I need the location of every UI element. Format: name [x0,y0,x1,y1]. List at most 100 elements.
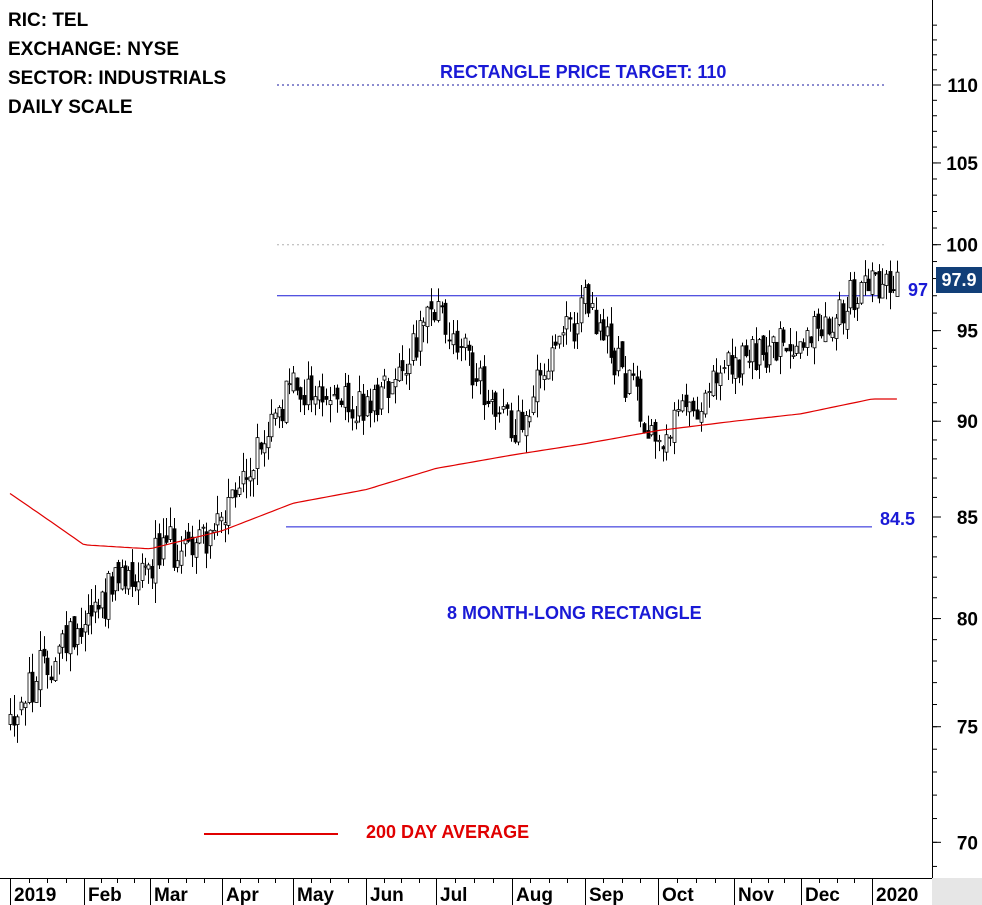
candle-body [676,409,681,412]
candle-body [546,370,551,380]
x-tick-label: Feb [88,885,122,905]
x-tick-label: May [297,885,334,905]
candle-body [335,387,340,400]
candle-body [714,372,719,384]
candle-body [365,396,370,417]
candle-body [859,282,864,304]
candle-body [324,396,329,400]
sector-label: SECTOR: INDUSTRIALS [8,68,227,89]
candle-body [771,336,776,343]
scale-label: DAILY SCALE [8,97,133,118]
candle-body [601,319,606,341]
candle-body [586,284,591,314]
candle-body [237,487,242,495]
candle-body [642,423,647,434]
candle-body [447,339,452,342]
candle-body [226,496,231,526]
candle-body [579,297,584,324]
candle-body [691,400,696,412]
x-tick-label: 2020 [876,885,918,905]
candle-body [880,283,885,299]
candle-body [49,676,54,681]
exchange-label: EXCHANGE: NYSE [8,39,180,60]
candle-body [623,373,628,398]
candle-body [870,270,875,295]
y-tick-label: 110 [947,76,978,97]
y-tick-label: 105 [946,154,978,175]
candle-body [53,661,58,681]
candle-body [568,317,573,320]
candle-body [255,437,260,469]
candle-body [784,347,789,352]
candle-body [248,476,253,482]
candle-body [520,411,525,431]
candle-body [96,604,101,610]
candle-body [175,560,180,568]
candle-body [470,352,475,386]
candle-body [733,357,738,379]
candle-body [262,443,267,454]
candle-body [863,275,868,283]
candle-body [425,306,430,328]
axis-corner [932,878,982,905]
candle-body [761,335,766,355]
candle-body [730,355,735,375]
candle-body [68,621,73,655]
candle-body [513,434,518,443]
candle-body [834,317,839,339]
candle-body [164,535,169,543]
candle-body [781,329,786,343]
candle-body [123,565,128,587]
rectangle-label: 8 MONTH-LONG RECTANGLE [447,603,702,623]
support-label: 84.5 [880,509,916,529]
candle-body [805,330,810,348]
ma200-line [9,398,897,550]
candle-body [306,378,311,406]
candle-body [744,345,749,357]
candle-body [778,328,783,357]
candle-body [194,542,199,558]
candle-body [429,301,434,310]
candle-body [89,605,94,617]
candle-body [186,531,191,542]
candle-body [501,406,506,410]
candle-body [390,382,395,395]
y-axis-panel [932,0,982,905]
candle-body [15,716,20,726]
candle-body [794,345,799,354]
candle-body [172,528,177,568]
candle-body [726,352,731,366]
candle-body [631,373,636,376]
candle-body [38,650,43,691]
candle-body [609,323,614,358]
candle-body [767,345,772,366]
candle-body [201,526,206,529]
candle-body [140,562,145,581]
x-tick-label: Nov [738,885,774,905]
candle-body [386,381,391,398]
candle-body [661,446,666,450]
candle-body [269,413,274,438]
candle-body [372,389,377,412]
candle-body [64,625,69,654]
candle-body [550,347,555,372]
candle-body [819,329,824,337]
candle-body [190,536,195,556]
ma-legend-label: 200 DAY AVERAGE [366,822,530,842]
x-tick-label: Dec [805,885,840,905]
candle-body [291,372,296,392]
candle-body [432,312,437,321]
candle-body [823,316,828,343]
candle-body [375,384,380,416]
candle-body [110,576,115,595]
candle-body [684,394,689,408]
candle-body [888,271,893,293]
candle-body [45,657,50,676]
last-price-badge: 97.9 [936,267,982,293]
candle-body [866,278,871,292]
candle-body [612,350,617,376]
candle-body [620,341,625,368]
y-tick-label: 95 [957,322,979,343]
candle-body [168,526,173,540]
candle-body [103,592,108,619]
